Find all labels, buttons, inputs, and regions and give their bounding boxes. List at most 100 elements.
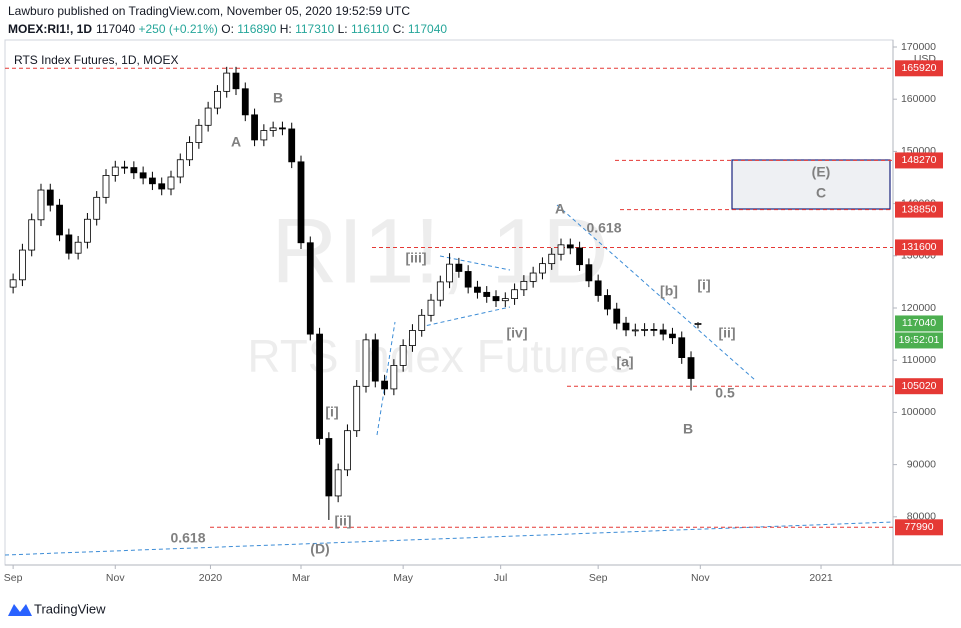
level-label: 77990 — [904, 521, 933, 533]
level-label-box — [895, 378, 943, 395]
candle-body — [631, 329, 639, 332]
wave-label: A — [555, 201, 565, 217]
quote-part: 117040 — [408, 22, 447, 36]
wave-label: C — [816, 185, 826, 201]
candle-body — [529, 272, 537, 282]
candle-body — [492, 296, 500, 302]
brand: TradingView — [34, 601, 106, 616]
candle-body — [418, 314, 426, 331]
candle-body — [204, 107, 212, 126]
candle-body — [186, 142, 193, 161]
candle-body — [687, 357, 695, 379]
candle-body — [260, 130, 268, 141]
candle-body — [455, 263, 463, 272]
wave-label: 0.618 — [170, 530, 205, 546]
wave-label: B — [683, 421, 693, 437]
candle-body — [279, 127, 286, 130]
candles — [9, 66, 702, 520]
level-label: 138850 — [901, 203, 936, 215]
candle-body — [446, 263, 453, 283]
candle-body — [19, 249, 26, 281]
wave-label: 0.618 — [586, 220, 621, 236]
level-label: 165920 — [901, 62, 936, 74]
quote-part: H: — [280, 22, 292, 36]
level-label-box — [895, 519, 943, 536]
wave-label: [b] — [660, 283, 678, 299]
target-box — [731, 159, 891, 210]
y-tick-label: 110000 — [902, 354, 936, 366]
candle-body — [548, 253, 556, 265]
candle-body — [65, 234, 73, 254]
candle-body — [316, 333, 323, 439]
wave-label: [i] — [325, 404, 338, 420]
y-tick-label: 100000 — [901, 406, 936, 418]
wave-label: [iii] — [406, 250, 427, 266]
y-tick-label: 170000 — [901, 41, 936, 53]
level-label-box — [895, 60, 943, 77]
candle-body — [371, 339, 379, 382]
x-tick-label: Jul — [494, 572, 507, 584]
candle-body — [511, 289, 518, 300]
trendline — [4, 521, 894, 556]
candle-body — [483, 291, 491, 297]
quote-part: O: — [221, 22, 234, 36]
candle-body — [28, 219, 36, 251]
candle-body — [288, 128, 296, 163]
plot-frame — [4, 39, 894, 566]
y-tick-label: 90000 — [907, 458, 936, 470]
quote-part: 116890 — [237, 22, 276, 36]
y-tick-label: 120000 — [901, 302, 936, 314]
x-tick-label: Nov — [691, 572, 710, 584]
candle-body — [427, 299, 435, 316]
candle-body — [176, 159, 184, 178]
y-tick-label: 160000 — [901, 93, 936, 105]
x-tick-label: 2020 — [199, 572, 223, 584]
wave-label: [a] — [616, 354, 633, 370]
wave-label: [iv] — [507, 325, 528, 341]
level-label-box — [895, 152, 943, 169]
candle-body — [306, 242, 314, 335]
candle-body — [353, 385, 361, 432]
level-label-box — [895, 239, 943, 256]
candle-body — [520, 280, 528, 291]
wave-label: [i] — [697, 277, 710, 293]
wave-label: 0.5 — [715, 385, 735, 401]
candle-body — [195, 124, 203, 143]
candle-body — [678, 337, 686, 358]
candle-body — [149, 177, 156, 185]
candle-body — [232, 72, 240, 90]
x-tick-label: Sep — [4, 572, 23, 584]
candle-body — [121, 166, 128, 169]
quote-part: 117040 — [96, 22, 135, 36]
trendlines — [4, 204, 894, 556]
wave-label: B — [273, 90, 283, 106]
candle-body — [464, 271, 472, 288]
candle-body — [409, 330, 416, 346]
wave-label: (D) — [310, 541, 329, 557]
wave-label: A — [231, 134, 241, 150]
x-tick-label: Sep — [589, 572, 608, 584]
candle-body — [9, 279, 17, 288]
footer-logo — [8, 604, 32, 616]
candle-body — [334, 469, 342, 497]
candle-body — [167, 176, 175, 190]
last-price-label: 117040 — [902, 317, 936, 329]
candle-body — [694, 323, 702, 325]
quote: 117040 +250 (+0.21%) O: 116890 H: 117310… — [96, 22, 447, 36]
watermark-subtitle: RTS Index Futures — [247, 330, 632, 382]
candle-body — [613, 308, 621, 324]
trendline — [419, 306, 511, 328]
candle-body — [622, 322, 630, 331]
trendline — [376, 321, 396, 436]
candle-body — [659, 329, 667, 335]
candle-body — [130, 167, 138, 174]
candle-body — [501, 298, 509, 302]
candle-body — [214, 90, 221, 109]
trendline — [439, 255, 511, 271]
time-label: 19:52:01 — [899, 334, 940, 346]
publisher: Lawburo published on TradingView.com, No… — [8, 4, 410, 18]
candle-body — [139, 172, 147, 179]
candle-body — [669, 333, 676, 339]
candle-body — [566, 244, 574, 249]
candle-body — [241, 88, 249, 116]
